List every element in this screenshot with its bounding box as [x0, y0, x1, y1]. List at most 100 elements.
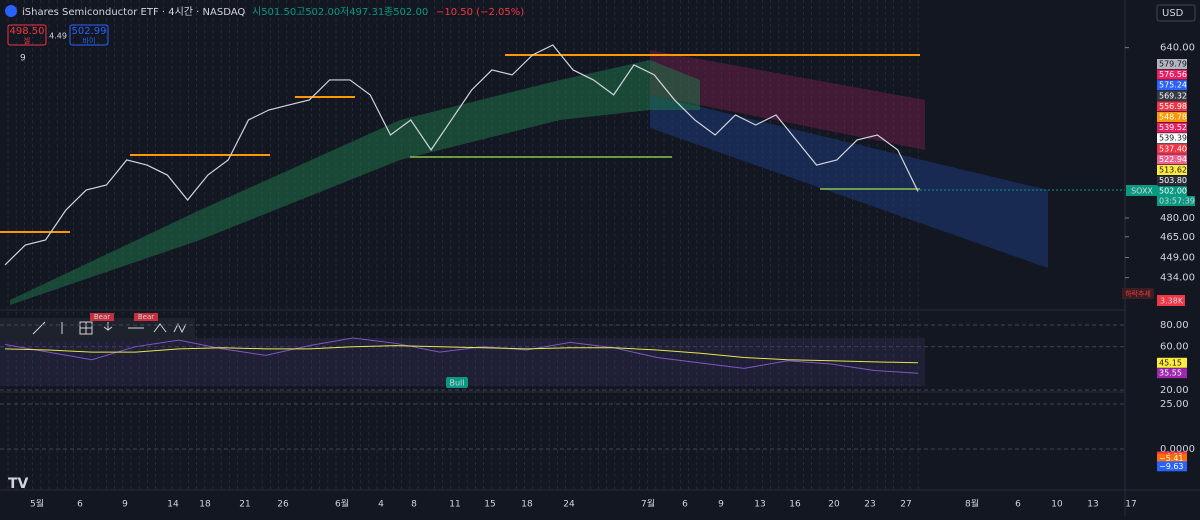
x-tick-label: 13 — [754, 500, 765, 510]
price-badge — [1157, 133, 1187, 144]
bull-label: Bull — [449, 379, 464, 388]
price-badge — [1157, 90, 1187, 101]
price-line — [4, 44, 919, 266]
regression-channel — [650, 95, 1048, 268]
x-tick-label: 26 — [277, 500, 289, 510]
symbol-tag — [1126, 185, 1158, 196]
trend-label: 하락추세 — [1125, 289, 1151, 298]
x-tick-label: 9 — [122, 500, 128, 510]
price-badge — [1157, 165, 1187, 175]
price-badge — [1157, 112, 1187, 122]
buy-label: 바이 — [83, 36, 96, 45]
buy-button[interactable] — [69, 24, 109, 46]
bear-label: Bear — [138, 313, 154, 321]
y-tick-label: 434.00 — [1160, 273, 1195, 284]
price-badge-label: 575.24 — [1159, 81, 1187, 90]
price-badge-label: 522.94 — [1159, 155, 1187, 164]
x-tick-label: 11 — [449, 500, 460, 510]
x-tick-label: 7월 — [641, 498, 655, 510]
price-badge-label: 537.40 — [1159, 144, 1187, 153]
value-badge — [1157, 453, 1187, 464]
x-tick-label: 8 — [411, 500, 417, 510]
price-badge — [1157, 175, 1187, 186]
y-tick-label: 60.00 — [1160, 342, 1189, 353]
currency-button[interactable] — [1156, 4, 1196, 22]
price-badge-label: 513.62 — [1159, 166, 1187, 175]
x-tick-label: 24 — [563, 500, 575, 510]
drawing-toolbar — [0, 318, 195, 340]
price-badge-label: 548.78 — [1159, 113, 1187, 122]
price-badge — [1157, 69, 1187, 80]
price-badge — [1157, 154, 1187, 165]
y-tick-label: 449.00 — [1160, 253, 1195, 264]
sell-label: 셀 — [24, 37, 30, 45]
countdown-tag — [1157, 196, 1195, 206]
price-badge — [1157, 59, 1187, 69]
x-tick-label: 8월 — [965, 498, 979, 510]
ohlc-value: 고502.00 — [296, 7, 340, 18]
x-tick-label: 6 — [682, 500, 688, 510]
bear-tag — [90, 313, 114, 321]
price-badge — [1157, 143, 1187, 154]
x-tick-label: 15 — [484, 500, 495, 510]
spread: 4.49 — [49, 32, 67, 41]
value-badge — [1157, 461, 1187, 472]
price-badge — [1157, 101, 1187, 112]
x-tick-label: 18 — [521, 500, 533, 510]
value-badge — [1157, 368, 1187, 379]
price-badge — [1157, 186, 1187, 197]
price-badge — [1157, 80, 1187, 91]
x-tick-label: 23 — [864, 500, 875, 510]
x-tick-label: 6 — [1015, 500, 1021, 510]
ohlc-value: 시501.50 — [252, 6, 296, 18]
ohlc-value: 저497.31 — [340, 6, 384, 18]
y-tick-label: 480.00 — [1160, 213, 1195, 224]
x-tick-label: 21 — [239, 500, 250, 510]
ribbon — [10, 60, 700, 305]
ohlc-value: −10.50 (−2.05%) — [436, 7, 524, 18]
x-tick-label: 9 — [718, 500, 724, 510]
price-badge-label: 503.80 — [1159, 176, 1187, 185]
indicator-line — [4, 345, 919, 364]
price-badge-label: 539.39 — [1159, 134, 1187, 143]
x-tick-label: 10 — [1051, 500, 1063, 510]
bear-tag — [134, 313, 158, 321]
indicator-count[interactable]: 9 — [20, 54, 26, 64]
sell-button[interactable] — [7, 24, 47, 46]
y-tick-label: 80.00 — [1160, 320, 1189, 331]
y-tick-label: 0.0000 — [1160, 444, 1195, 455]
x-tick-label: 13 — [1087, 500, 1098, 510]
x-tick-label: 4 — [378, 500, 384, 510]
x-tick-label: 5월 — [30, 498, 44, 510]
symbol-tag-text: SOXX — [1131, 187, 1153, 196]
x-tick-label: 18 — [199, 500, 211, 510]
countdown: 03:57:39 — [1159, 197, 1195, 206]
value-badge — [1157, 357, 1187, 368]
x-tick-label: 16 — [789, 500, 801, 510]
price-badge — [1157, 122, 1187, 133]
bear-label: Bear — [94, 313, 110, 321]
session-breaks — [7, 0, 919, 490]
y-tick-label: 465.00 — [1160, 232, 1195, 243]
price-badge-label: 579.79 — [1159, 60, 1187, 69]
price-badge-label: 539.52 — [1159, 123, 1187, 132]
x-tick-label: 6월 — [335, 498, 349, 510]
x-tick-label: 14 — [167, 500, 179, 510]
y-tick-label: 25.00 — [1160, 399, 1189, 410]
bull-tag — [446, 377, 468, 388]
y-tick-label: 640.00 — [1160, 43, 1195, 54]
toolbar-icons[interactable] — [32, 321, 187, 335]
x-tick-label: 6 — [77, 500, 83, 510]
price-badge-label: 502.00 — [1159, 187, 1187, 196]
price-badge-label: 569.32 — [1159, 91, 1187, 100]
ohlc-value: 종502.00 — [384, 6, 428, 18]
value-badge-label: −5.41 — [1159, 454, 1184, 463]
upper-channel — [650, 50, 925, 150]
price-badge-label: 556.98 — [1159, 102, 1187, 111]
symbol-title[interactable]: iShares Semiconductor ETF · 4시간 · NASDAQ — [22, 6, 245, 18]
volume-tag — [1157, 295, 1185, 306]
x-tick-label: 20 — [828, 500, 840, 510]
indicator-line — [4, 337, 919, 374]
x-tick-label: 17 — [1125, 500, 1136, 510]
